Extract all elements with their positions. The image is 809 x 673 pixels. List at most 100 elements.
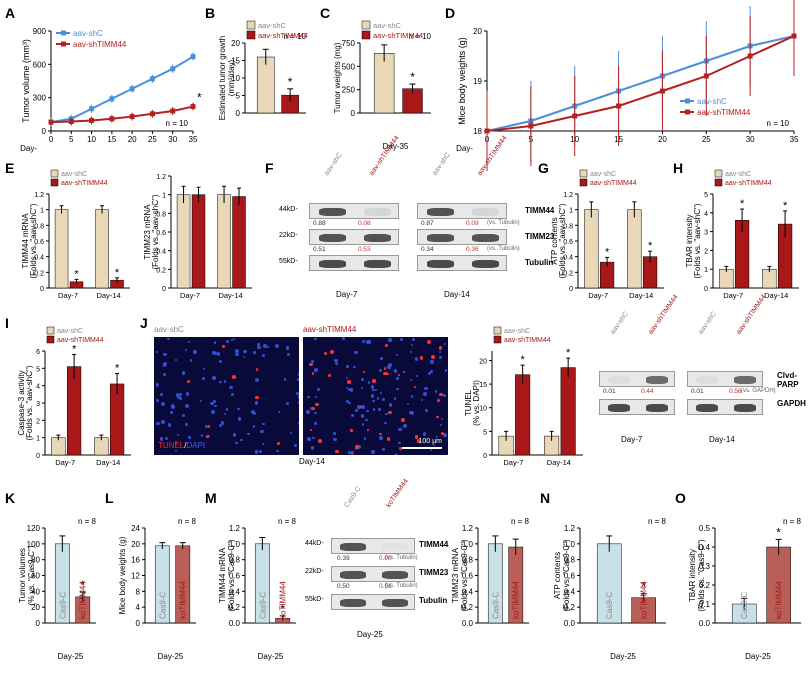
svg-text:6: 6: [36, 349, 40, 356]
chart-J: 05101520*Day-7*Day-14TUNEL(% vs. DAPI)aa…: [462, 325, 587, 475]
svg-text:750: 750: [342, 39, 356, 48]
chart-I: 0123456*Day-7*Day-14Caspase-3 activity(F…: [15, 325, 135, 475]
svg-text:aav-shTIMM44: aav-shTIMM44: [504, 337, 551, 344]
svg-text:Cas9-C: Cas9-C: [158, 592, 167, 619]
svg-text:(Folds vs. "aav-shC"): (Folds vs. "aav-shC"): [558, 203, 567, 278]
svg-text:5: 5: [36, 366, 40, 373]
svg-text:*: *: [197, 91, 202, 105]
chart-E1: 00.20.40.60.811.2*Day-7*Day-14TIMM44 mRN…: [19, 168, 134, 308]
svg-text:Day-: Day-: [456, 144, 473, 153]
svg-text:0: 0: [483, 453, 487, 460]
svg-text:n = 8: n = 8: [278, 517, 297, 526]
svg-text:0: 0: [36, 619, 41, 628]
label-A: A: [5, 5, 15, 21]
svg-text:aav-shTIMM44: aav-shTIMM44: [373, 31, 423, 40]
svg-text:900: 900: [33, 27, 47, 36]
svg-text:aav-shC: aav-shC: [697, 97, 727, 106]
svg-text:0.0: 0.0: [564, 619, 576, 628]
svg-text:*: *: [74, 268, 79, 280]
svg-text:TIMM44 mRNA: TIMM44 mRNA: [218, 547, 227, 603]
chart-E2: 00.20.40.60.811.2Day-7Day-14TIMM23 mRNA(…: [141, 168, 256, 308]
svg-text:120: 120: [27, 524, 41, 533]
chart-M1: 0.00.20.40.60.81.01.2Cas9-C*koTIMM44TIMM…: [215, 498, 300, 663]
svg-text:Cas9-C: Cas9-C: [605, 592, 614, 619]
svg-text:n = 10: n = 10: [166, 119, 189, 128]
svg-text:1.2: 1.2: [156, 174, 166, 181]
svg-text:0: 0: [36, 453, 40, 460]
svg-text:2: 2: [704, 248, 708, 255]
label-N: N: [540, 490, 550, 506]
svg-text:Day-25: Day-25: [258, 652, 284, 661]
panel-G: G 00.20.40.60.811.2*Day-7*Day-14ATP cont…: [538, 160, 668, 310]
wb-F: aav-shCaav-shTIMM44aav-shCaav-shTIMM4444…: [279, 168, 535, 308]
svg-text:1.2: 1.2: [34, 192, 44, 199]
svg-text:0.0: 0.0: [462, 619, 474, 628]
svg-text:n = 8: n = 8: [648, 517, 667, 526]
svg-text:n = 8: n = 8: [511, 517, 530, 526]
chart-C: 0250500750*Tumor weights (mg)n = 10Day-3…: [330, 13, 435, 153]
svg-text:koTIMM44: koTIMM44: [512, 581, 521, 619]
svg-text:aav-shTIMM44: aav-shTIMM44: [61, 180, 108, 187]
svg-text:4: 4: [36, 384, 40, 391]
svg-text:koTIMM44: koTIMM44: [179, 581, 188, 619]
label-C: C: [320, 5, 330, 21]
panel-J: J aav-shCaav-shTIMM44100 μmTUNEL/DAPIDay…: [140, 315, 805, 480]
svg-text:Day-7: Day-7: [58, 291, 78, 300]
label-K: K: [5, 490, 15, 506]
svg-text:15: 15: [107, 135, 116, 144]
svg-text:0: 0: [49, 135, 54, 144]
panel-L: L 04812162024Cas9-CkoTIMM44Mice body wei…: [105, 490, 200, 665]
svg-text:aav-shTIMM44: aav-shTIMM44: [725, 180, 772, 187]
svg-text:Tumor weights (mg): Tumor weights (mg): [333, 42, 342, 113]
svg-text:*: *: [740, 198, 745, 210]
svg-text:Day-14: Day-14: [629, 291, 653, 300]
svg-text:8: 8: [136, 587, 141, 596]
svg-text:25: 25: [148, 135, 157, 144]
svg-text:1: 1: [162, 193, 166, 200]
svg-text:1: 1: [704, 267, 708, 274]
svg-text:0: 0: [136, 619, 141, 628]
panel-K: K 020406080100120Cas9-C*koTIMM44Tumor vo…: [5, 490, 100, 665]
svg-text:1.2: 1.2: [462, 524, 474, 533]
svg-text:(Folds vs. "Cas9-C"): (Folds vs. "Cas9-C"): [227, 539, 236, 612]
chart-G: 00.20.40.60.811.2*Day-7*Day-14ATP conten…: [548, 168, 668, 308]
svg-text:Day-25: Day-25: [158, 652, 184, 661]
svg-text:koTIMM44: koTIMM44: [79, 581, 88, 619]
svg-text:12: 12: [131, 572, 140, 581]
label-J: J: [140, 315, 148, 331]
svg-text:1: 1: [36, 436, 40, 443]
svg-text:aav-shTIMM44: aav-shTIMM44: [697, 108, 751, 117]
svg-text:(Folds vs. "aav-shC"): (Folds vs. "aav-shC"): [151, 194, 160, 269]
svg-text:Day-7: Day-7: [503, 458, 523, 467]
svg-text:n = 8: n = 8: [178, 517, 197, 526]
panel-I: I 0123456*Day-7*Day-14Caspase-3 activity…: [5, 315, 135, 480]
svg-text:20: 20: [473, 27, 482, 36]
svg-text:0.0: 0.0: [229, 619, 241, 628]
panel-E: E 00.20.40.60.811.2*Day-7*Day-14TIMM44 m…: [5, 160, 260, 310]
svg-text:1: 1: [40, 208, 44, 215]
svg-text:koTIMM44: koTIMM44: [640, 581, 649, 619]
svg-text:35: 35: [189, 135, 198, 144]
svg-text:0.0: 0.0: [699, 619, 711, 628]
svg-text:(mm³/day): (mm³/day): [227, 59, 236, 96]
svg-text:25: 25: [702, 135, 711, 144]
svg-text:Day-25: Day-25: [610, 652, 636, 661]
svg-text:Day-14: Day-14: [96, 291, 120, 300]
svg-text:*: *: [521, 354, 526, 366]
chart-N: 0.00.20.40.60.81.01.2Cas9-C*koTIMM44ATP …: [550, 498, 670, 663]
svg-text:5: 5: [236, 92, 241, 101]
panel-F: F aav-shCaav-shTIMM44aav-shCaav-shTIMM44…: [265, 160, 535, 310]
svg-text:aav-shC: aav-shC: [504, 328, 530, 335]
svg-text:0: 0: [569, 286, 573, 293]
svg-text:aav-shTIMM44: aav-shTIMM44: [73, 40, 127, 49]
svg-text:24: 24: [131, 524, 140, 533]
svg-text:500: 500: [342, 62, 356, 71]
svg-text:aav-shC: aav-shC: [61, 171, 87, 178]
svg-text:Mice body weights (g): Mice body weights (g): [457, 37, 467, 125]
svg-text:Estimated tumor growth: Estimated tumor growth: [218, 36, 227, 120]
svg-text:20: 20: [658, 135, 667, 144]
svg-text:Cas9-C: Cas9-C: [58, 592, 67, 619]
svg-text:Day-14: Day-14: [547, 458, 571, 467]
svg-text:0: 0: [162, 286, 166, 293]
svg-text:250: 250: [342, 86, 356, 95]
